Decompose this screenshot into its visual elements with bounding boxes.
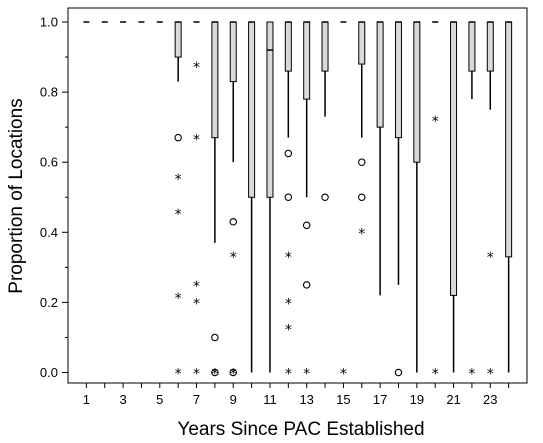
- extreme-star: *: [175, 366, 182, 382]
- x-axis: 1 3 5 7 9 11 13 15 17 19 21 23: [83, 383, 510, 407]
- box-year-13: [303, 21, 311, 198]
- outlier-circle: [284, 149, 293, 158]
- y-tick-label: 0.8: [40, 85, 58, 100]
- x-tick-label: 9: [230, 392, 237, 407]
- outlier-circle: [321, 193, 329, 202]
- x-tick-label: 3: [119, 392, 126, 407]
- box-body: [211, 21, 219, 139]
- y-tick-label: 0.4: [40, 225, 58, 240]
- extreme-star: *: [285, 296, 292, 312]
- box-year-19: [413, 21, 421, 373]
- x-tick-label: 1: [83, 392, 90, 407]
- x-tick-label: 15: [336, 392, 350, 407]
- plot-frame: [67, 7, 528, 384]
- extreme-star: *: [285, 323, 292, 339]
- x-tick-label: 7: [193, 392, 200, 407]
- box-year-16: [358, 21, 366, 138]
- extreme-star: *: [432, 366, 439, 382]
- box-body: [284, 21, 292, 72]
- box-body: [450, 21, 458, 296]
- y-tick-label: 1.0: [40, 15, 58, 30]
- y-axis-label: Proportion of Locations: [6, 98, 27, 293]
- outlier-circle: [284, 193, 293, 202]
- box-body: [413, 21, 421, 163]
- outlier-circle: [174, 133, 182, 142]
- box-body: [266, 21, 274, 198]
- outliers-layer: ********* ******* * **** ***: [174, 60, 494, 382]
- outlier-circle: [211, 368, 219, 377]
- y-axis: 0.0 0.2 0.4 0.6 0.8 1.0: [40, 15, 68, 380]
- box-body: [376, 21, 384, 128]
- y-tick-label: 0.2: [40, 295, 58, 310]
- extreme-star: *: [230, 250, 237, 266]
- box-body: [303, 21, 311, 100]
- box-year-22: [468, 21, 476, 100]
- outlier-circle: [229, 368, 237, 377]
- box-year-12: [284, 21, 292, 138]
- outlier-circle: [394, 368, 403, 377]
- outlier-circle: [302, 281, 311, 289]
- extreme-star: *: [468, 366, 475, 382]
- extreme-star: *: [193, 279, 200, 295]
- extreme-star: *: [193, 296, 200, 312]
- outlier-circle: [358, 158, 366, 166]
- extreme-star: *: [358, 226, 365, 242]
- box-body: [486, 21, 494, 72]
- extreme-star: *: [340, 366, 347, 382]
- extreme-star: *: [303, 366, 310, 382]
- x-tick-label: 11: [263, 392, 277, 407]
- box-year-11: [266, 21, 274, 373]
- x-tick-label: 13: [299, 392, 313, 407]
- outlier-circle: [302, 221, 311, 230]
- outlier-circle: [211, 333, 219, 342]
- box-body: [229, 21, 237, 83]
- box-body: [468, 21, 476, 72]
- extreme-star: *: [487, 366, 494, 382]
- x-tick-label: 23: [483, 392, 497, 407]
- x-axis-label: Years Since PAC Established: [177, 419, 424, 440]
- box-body: [394, 21, 402, 139]
- extreme-star: *: [230, 366, 237, 382]
- x-tick-label: 5: [156, 392, 163, 407]
- extreme-star: *: [193, 366, 200, 382]
- y-tick-label: 0.6: [40, 155, 58, 170]
- extreme-star: *: [432, 114, 439, 130]
- boxes-layer: [83, 21, 513, 373]
- box-body: [248, 21, 256, 198]
- extreme-star: *: [175, 207, 182, 223]
- outlier-circle: [358, 193, 366, 202]
- extreme-star: *: [193, 60, 200, 76]
- box-year-18: [394, 21, 402, 285]
- extreme-star: *: [285, 250, 292, 266]
- extreme-star: *: [285, 366, 292, 382]
- box-year-9: [229, 21, 237, 163]
- outlier-circle: [229, 218, 237, 226]
- box-year-24: [505, 21, 513, 373]
- extreme-star: *: [175, 291, 182, 307]
- box-year-14: [321, 21, 329, 117]
- box-year-23: [486, 21, 494, 110]
- x-tick-label: 19: [410, 392, 424, 407]
- x-tick-label: 21: [446, 392, 460, 407]
- y-tick-label: 0.0: [40, 365, 58, 380]
- box-year-21: [450, 21, 458, 373]
- box-year-6: [174, 21, 182, 82]
- box-body: [505, 21, 513, 258]
- x-tick-label: 17: [373, 392, 387, 407]
- box-year-17: [376, 21, 384, 296]
- box-year-8: [211, 21, 219, 243]
- extreme-star: *: [193, 133, 200, 149]
- box-body: [174, 21, 182, 58]
- extreme-star: *: [487, 250, 494, 266]
- box-body: [321, 21, 329, 72]
- box-year-10: [248, 21, 256, 373]
- box-body: [358, 21, 366, 65]
- extreme-star: *: [211, 366, 218, 382]
- extreme-star: *: [175, 172, 182, 188]
